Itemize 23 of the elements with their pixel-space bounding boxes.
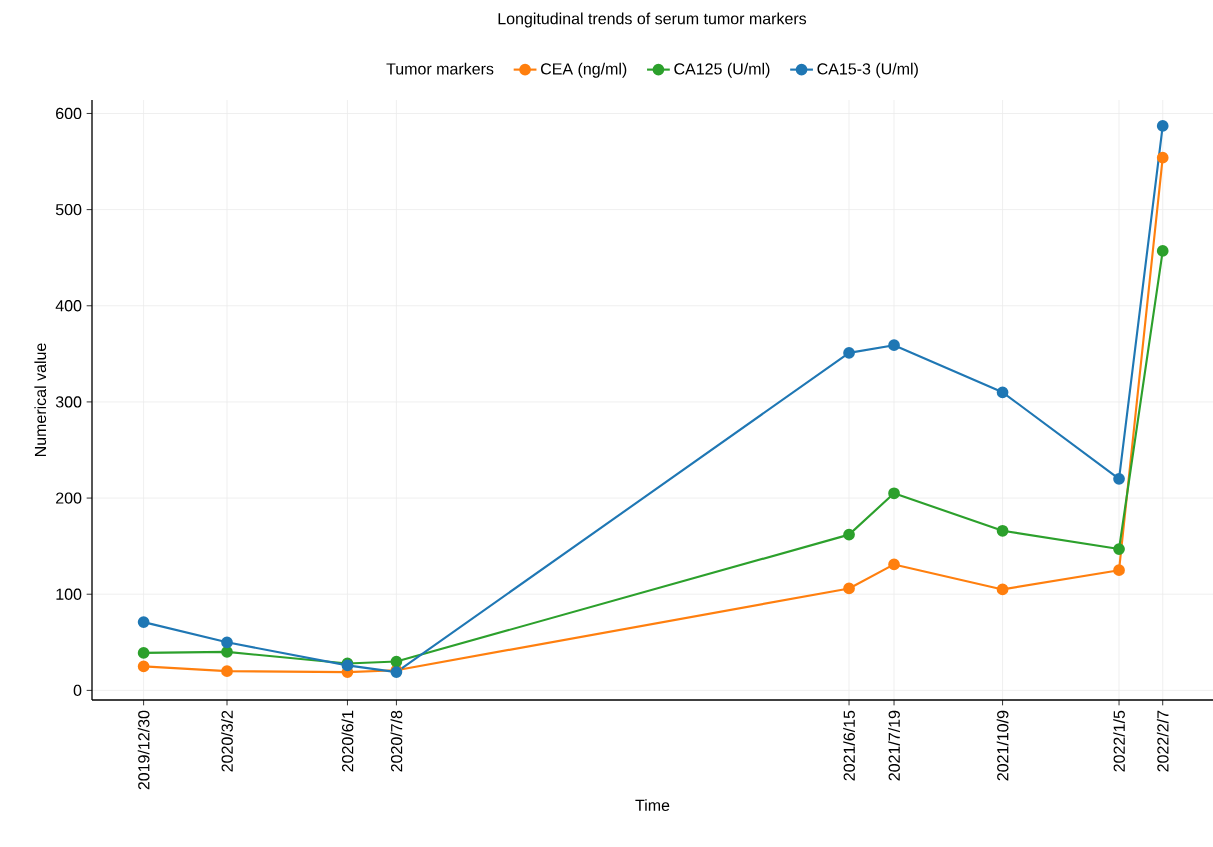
x-axis-title: Time <box>635 799 670 812</box>
y-tick-label: 300 <box>55 396 82 408</box>
y-tick-label: 500 <box>55 203 82 216</box>
x-tick-label: 2020/7/8 <box>390 710 403 772</box>
legend-title: Tumor markers <box>386 62 494 75</box>
y-tick-label: 600 <box>56 107 82 120</box>
y-axis-title: Numerical value <box>34 343 47 457</box>
x-tick-label: 2022/2/7 <box>1156 710 1169 772</box>
legend-label: CA15-3 (U/ml) <box>817 62 918 78</box>
x-tick-label: 2020/6/1 <box>341 710 354 772</box>
y-tick-label: 100 <box>56 588 82 600</box>
chart-title: Longitudinal trends of serum tumor markers <box>498 12 807 28</box>
legend-label: CA125 (U/ml) <box>674 62 770 78</box>
legend-label: CEA (ng/ml) <box>541 62 627 78</box>
y-tick-label: 0 <box>73 684 82 697</box>
x-tick-label: 2022/1/5 <box>1113 710 1125 772</box>
x-tick-label: 2021/6/15 <box>843 710 855 781</box>
x-tick-label: 2020/3/2 <box>221 710 233 772</box>
x-tick-label: 2019/12/30 <box>137 710 150 790</box>
y-tick-label: 400 <box>55 300 82 312</box>
y-tick-label: 200 <box>56 492 82 504</box>
x-tick-label: 2021/10/9 <box>996 710 1009 781</box>
x-tick-label: 2021/7/19 <box>888 710 900 781</box>
